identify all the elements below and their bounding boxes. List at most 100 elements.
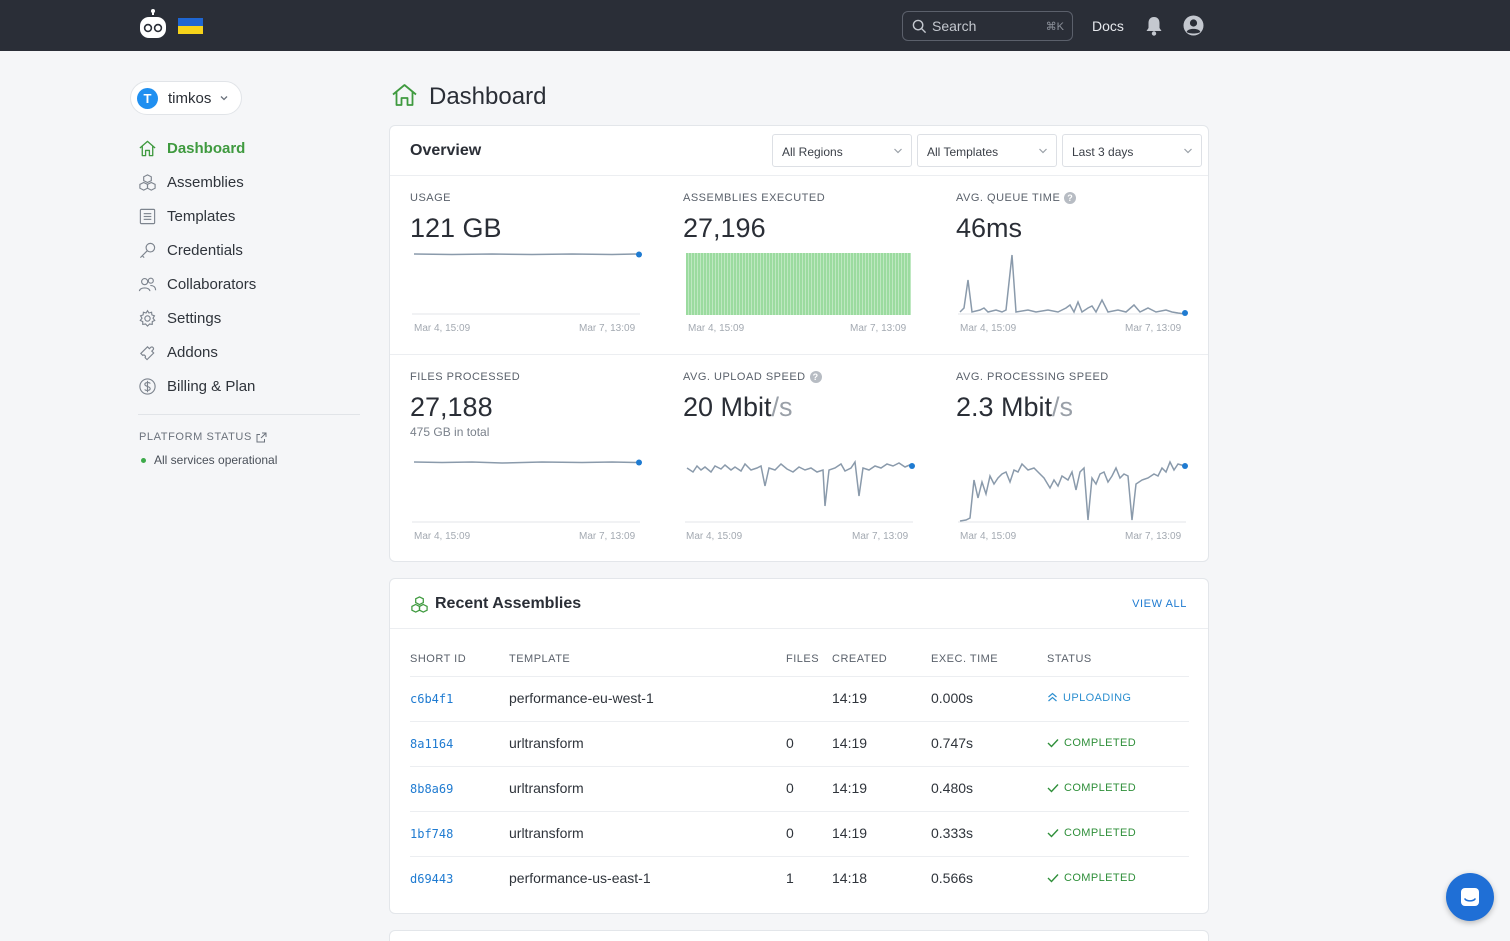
search-input[interactable]: Search ⌘K — [902, 11, 1073, 41]
metric-label: USAGE — [410, 192, 452, 204]
status-badge: COMPLETED — [1047, 827, 1136, 839]
account-switcher[interactable]: T timkos — [130, 81, 242, 115]
region-select[interactable]: All Regions — [772, 134, 912, 167]
column-header-status[interactable]: STATUS — [1047, 653, 1092, 665]
account-name: timkos — [168, 90, 212, 107]
sidebar-item-collaborators[interactable]: Collaborators — [138, 267, 360, 301]
table-row[interactable]: c6b4f1 performance-eu-west-1 14:19 0.000… — [410, 676, 1189, 721]
bell-icon[interactable] — [1144, 15, 1164, 37]
recent-assemblies-title: Recent Assemblies — [435, 595, 582, 612]
checkmark-icon — [1047, 829, 1059, 838]
status-badge: UPLOADING — [1047, 692, 1131, 704]
sidebar-item-label: Dashboard — [167, 139, 246, 157]
processing-sparkline — [958, 460, 1188, 523]
template-cell: performance-us-east-1 — [509, 870, 651, 886]
help-icon[interactable]: ? — [809, 371, 822, 383]
robot-logo-icon[interactable] — [137, 9, 169, 41]
usage-sparkline — [412, 251, 642, 315]
sidebar-item-billing[interactable]: Billing & Plan — [138, 369, 360, 403]
sidebar-item-templates[interactable]: Templates — [138, 199, 360, 233]
table-row[interactable]: d69443 performance-us-east-1 1 14:18 0.5… — [410, 856, 1189, 901]
exec-time-cell: 0.000s — [931, 690, 974, 706]
column-header-files[interactable]: FILES — [786, 653, 820, 665]
metric-avg-queue-time: AVG. QUEUE TIME? 46ms — [956, 191, 1196, 244]
table-row[interactable]: 1bf748 urltransform 0 14:19 0.333s COMPL… — [410, 811, 1189, 856]
metric-value: 27,188 — [410, 392, 493, 422]
external-link-icon — [256, 432, 267, 442]
chevron-down-icon — [220, 96, 228, 101]
column-header-short-id[interactable]: SHORT ID — [410, 653, 467, 665]
files-cell: 0 — [786, 735, 794, 751]
metric-value: 2.3 Mbit/s — [956, 392, 1074, 422]
metric-value: 27,196 — [683, 213, 766, 243]
chevron-down-icon — [1039, 148, 1047, 154]
sidebar-item-label: Templates — [167, 207, 236, 225]
home-icon — [392, 84, 417, 106]
status-badge: COMPLETED — [1047, 872, 1136, 884]
column-header-template[interactable]: TEMPLATE — [509, 653, 571, 665]
assembly-id-link[interactable]: 1bf748 — [410, 827, 454, 841]
files-sparkline — [412, 459, 642, 523]
users-icon — [138, 277, 157, 291]
queue-sparkline — [958, 254, 1188, 316]
sidebar-item-addons[interactable]: Addons — [138, 335, 360, 369]
axis-end-label: Mar 7, 13:09 — [1125, 531, 1182, 542]
sidebar-divider — [138, 414, 360, 415]
checkmark-icon — [1047, 874, 1059, 883]
sidebar-item-credentials[interactable]: Credentials — [138, 233, 360, 267]
assembly-id-link[interactable]: 8a1164 — [410, 737, 454, 751]
sidebar-item-label: Credentials — [167, 241, 243, 259]
overview-header: Overview All Regions All Templates Last … — [390, 126, 1208, 176]
assemblies-icon — [139, 173, 156, 191]
template-cell: urltransform — [509, 825, 584, 841]
axis-start-label: Mar 4, 15:09 — [960, 531, 1017, 542]
assemblies-icon — [411, 596, 428, 613]
axis-start-label: Mar 4, 15:09 — [960, 323, 1017, 334]
metric-value: 20 Mbit/s — [683, 392, 793, 422]
column-header-created[interactable]: CREATED — [832, 653, 888, 665]
metric-label: FILES PROCESSED — [410, 371, 521, 383]
assembly-id-link[interactable]: c6b4f1 — [410, 692, 454, 706]
sidebar-item-dashboard[interactable]: Dashboard — [138, 131, 360, 165]
template-select[interactable]: All Templates — [917, 134, 1057, 167]
metric-value: 121 GB — [410, 213, 502, 243]
metric-value: 46ms — [956, 213, 1023, 243]
status-indicator: All services operational — [141, 453, 277, 467]
exec-time-cell: 0.566s — [931, 870, 974, 886]
search-icon — [912, 19, 927, 34]
sidebar-nav: Dashboard Assemblies Templates Credentia… — [138, 131, 360, 403]
exec-time-cell: 0.333s — [931, 825, 974, 841]
chevron-down-icon — [1184, 148, 1192, 154]
metric-usage: USAGE 121 GB — [410, 191, 650, 244]
assembly-id-link[interactable]: d69443 — [410, 872, 454, 886]
checkmark-icon — [1047, 739, 1059, 748]
view-all-link[interactable]: VIEW ALL — [1132, 598, 1187, 610]
key-icon — [139, 242, 156, 258]
metric-label: AVG. PROCESSING SPEED — [956, 371, 1109, 383]
sidebar-item-assemblies[interactable]: Assemblies — [138, 165, 360, 199]
assembly-id-link[interactable]: 8b8a69 — [410, 782, 454, 796]
files-cell: 0 — [786, 825, 794, 841]
docs-link[interactable]: Docs — [1092, 18, 1124, 34]
user-avatar-icon[interactable] — [1183, 15, 1204, 36]
created-cell: 14:19 — [832, 735, 868, 751]
recent-assemblies-card: Recent Assemblies VIEW ALL SHORT ID TEMP… — [389, 578, 1209, 914]
template-select-value: All Templates — [927, 145, 999, 159]
range-select[interactable]: Last 3 days — [1062, 134, 1202, 167]
platform-status-link[interactable]: PLATFORM STATUS — [139, 431, 267, 443]
sidebar-item-settings[interactable]: Settings — [138, 301, 360, 335]
help-icon[interactable]: ? — [1064, 192, 1077, 204]
home-icon — [139, 140, 156, 156]
range-select-value: Last 3 days — [1072, 145, 1134, 159]
status-dot — [141, 457, 146, 463]
axis-start-label: Mar 4, 15:09 — [414, 531, 471, 542]
exec-time-cell: 0.747s — [931, 735, 974, 751]
chat-launcher-button[interactable] — [1446, 873, 1494, 921]
table-row[interactable]: 8a1164 urltransform 0 14:19 0.747s COMPL… — [410, 721, 1189, 766]
metric-files-processed: FILES PROCESSED 27,188 475 GB in total — [410, 370, 650, 439]
sidebar-item-label: Assemblies — [167, 173, 244, 191]
table-row[interactable]: 8b8a69 urltransform 0 14:19 0.480s COMPL… — [410, 766, 1189, 811]
column-header-exec-time[interactable]: EXEC. TIME — [931, 653, 999, 665]
upload-sparkline — [685, 459, 915, 523]
dollar-icon — [139, 377, 156, 395]
